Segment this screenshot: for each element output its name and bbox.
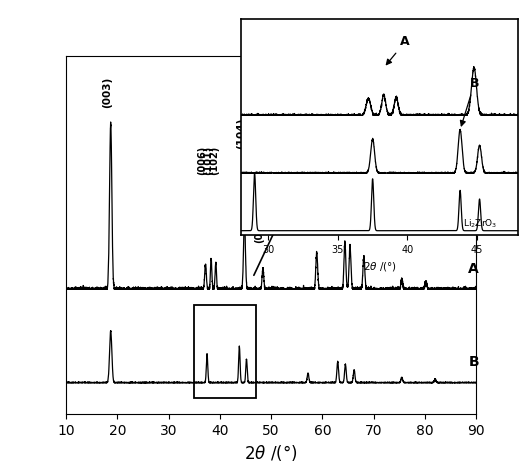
Text: (015): (015) (254, 213, 264, 243)
Text: (101): (101) (203, 146, 213, 175)
Text: B: B (460, 77, 479, 126)
Text: (107): (107) (308, 172, 318, 201)
Bar (194, 305, 256, 399)
Text: (006): (006) (197, 146, 207, 175)
Text: B: B (468, 355, 479, 369)
Text: (102): (102) (209, 146, 218, 175)
X-axis label: 2$\theta$ /($\degree$): 2$\theta$ /($\degree$) (244, 443, 298, 463)
Text: (104): (104) (236, 118, 246, 149)
Text: (003): (003) (102, 76, 112, 108)
Text: (113): (113) (355, 187, 366, 217)
Text: (016): (016) (334, 151, 344, 180)
X-axis label: 2$\theta$ /($\degree$): 2$\theta$ /($\degree$) (362, 260, 397, 273)
Text: A: A (386, 35, 410, 65)
Text: A: A (468, 261, 479, 276)
Text: Li$_2$ZrO$_3$: Li$_2$ZrO$_3$ (463, 218, 497, 230)
Text: (110): (110) (341, 156, 351, 186)
